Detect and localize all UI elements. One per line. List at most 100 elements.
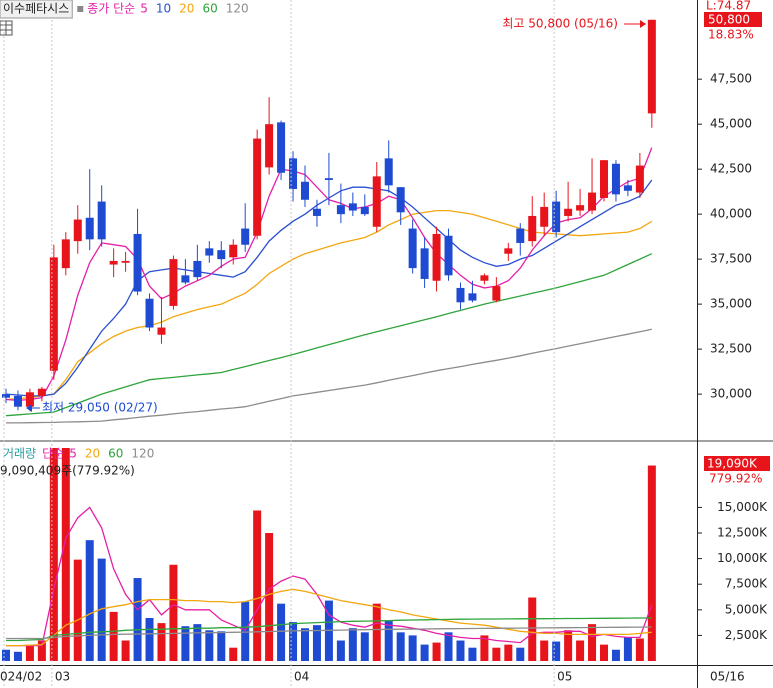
candle-body [265, 124, 274, 168]
candle-body [312, 208, 321, 216]
candle-body [109, 260, 118, 265]
candle-body [121, 260, 130, 263]
ma-line [6, 588, 652, 647]
candle-body [528, 215, 537, 242]
legend-entry: 20 [179, 2, 194, 16]
y-tick-label: 15,000K [717, 500, 768, 514]
y-tick-label: 42,500 [710, 162, 752, 176]
volume-bar [97, 558, 106, 661]
volume-bar [13, 651, 22, 661]
volume-bar [623, 637, 632, 661]
volume-bar [348, 628, 357, 661]
candle-body [635, 165, 644, 193]
candle-body [372, 176, 381, 227]
candle-body [432, 233, 441, 281]
volume-bar [504, 644, 513, 661]
volume-bar [576, 640, 585, 661]
volume-bar [396, 632, 405, 661]
candle-body [37, 388, 46, 396]
candle-body [480, 275, 489, 281]
volume-bar [588, 624, 597, 661]
y-tick-label: 5,000K [725, 602, 768, 616]
volume-bar [205, 630, 214, 661]
y-tick-label: 40,000 [710, 207, 752, 221]
volume-bar [408, 635, 417, 661]
volume-bar [492, 647, 501, 661]
candle-body [588, 192, 597, 211]
low-note: 최저 29,050 (02/27) [42, 401, 158, 415]
candle-body [205, 248, 214, 256]
low-arrowhead [26, 404, 32, 412]
candle-body [301, 181, 309, 200]
candle-body [384, 158, 393, 186]
volume-bar [61, 448, 70, 661]
y-tick-label: 45,000 [710, 117, 752, 131]
info-label: L:74.87 [706, 0, 751, 13]
candle-body [468, 293, 477, 301]
y-tick-label: 2,500K [725, 628, 768, 642]
volume-bar [456, 640, 465, 661]
ma-label: 단순 [42, 447, 64, 461]
candle-body [241, 228, 250, 245]
candle-body [492, 286, 501, 301]
candle-body [61, 239, 70, 269]
y-tick-label: 32,500 [710, 342, 752, 356]
candle-body [253, 138, 262, 236]
candle-body [600, 160, 608, 198]
y-tick-label: 37,500 [710, 252, 752, 266]
volume-bar [229, 647, 238, 661]
candle-body [348, 203, 357, 211]
volume-bar [384, 621, 393, 661]
volume-bar [552, 641, 561, 661]
volume-bar [37, 640, 46, 661]
candle-body [504, 248, 513, 254]
volume-bar [85, 540, 94, 661]
candle-body [420, 248, 429, 279]
last-price-box [704, 12, 762, 27]
x-tick-label: 05 [557, 670, 572, 684]
volume-bar [480, 635, 489, 661]
candle-body [97, 201, 106, 240]
candle-body [396, 187, 405, 213]
ma-line [6, 626, 652, 640]
candle-body [73, 219, 82, 242]
candle-body [623, 185, 632, 191]
legend-entry: 10 [156, 2, 171, 16]
y-tick-label: 10,000K [717, 551, 768, 565]
volume-bar [157, 623, 166, 661]
volume-bar [289, 622, 298, 661]
volume-bar [564, 630, 573, 661]
volume-bar [169, 564, 178, 661]
volume-plot [2, 448, 656, 661]
volume-bar [265, 533, 274, 661]
volume-bar [253, 510, 262, 661]
volume-bar [635, 638, 644, 661]
candle-body [564, 208, 573, 216]
candle-body [444, 235, 453, 276]
volume-bar [600, 644, 608, 661]
candle-body [647, 19, 656, 114]
ma-line [6, 617, 652, 642]
candle-body [157, 327, 166, 335]
price-plot [2, 19, 656, 424]
volume-bar [25, 644, 34, 661]
candle-body [133, 233, 142, 292]
candle-body [324, 178, 333, 180]
ma-line [6, 328, 652, 424]
candle-body [611, 163, 620, 195]
volume-bar [468, 647, 477, 661]
y-tick-label: 30,000 [710, 387, 752, 401]
candle-body [576, 205, 585, 211]
volume-bar [444, 632, 453, 661]
candle-body [2, 394, 10, 398]
legend-entry: 60 [202, 2, 217, 16]
x-tick-label: 04 [294, 670, 309, 684]
change-label: 18.83% [708, 28, 754, 42]
high-note: 최고 50,800 (05/16) [502, 17, 618, 31]
y-tick-label: 12,500K [717, 526, 768, 540]
volume-bar [372, 603, 381, 661]
candle-body [516, 228, 525, 243]
